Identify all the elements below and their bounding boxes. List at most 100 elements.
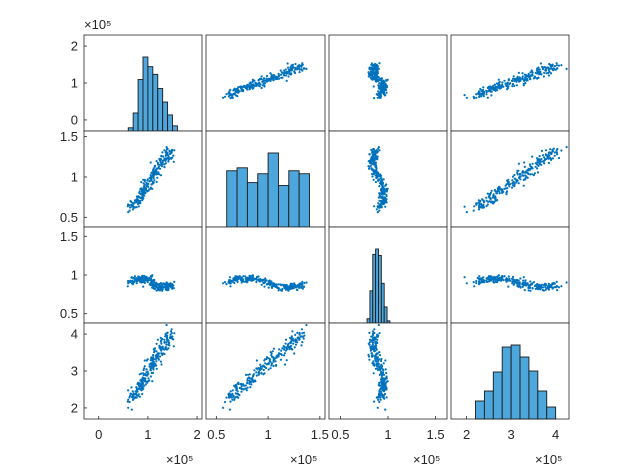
scatter-point <box>141 392 144 396</box>
scatter-point <box>155 367 158 370</box>
scatter-point <box>149 362 152 365</box>
scatter-point <box>270 355 274 358</box>
scatter-point <box>171 148 174 151</box>
scatter-point <box>278 287 281 290</box>
scatter-point <box>377 146 380 149</box>
scatter-point <box>506 187 509 190</box>
scatter-point <box>378 209 381 212</box>
scatter-point <box>379 392 382 395</box>
scatter-point <box>485 196 488 199</box>
scatter-point <box>270 362 273 365</box>
scatter-point <box>274 360 277 363</box>
panel-v2-vs-v1 <box>83 130 203 228</box>
scatter-point <box>169 150 172 153</box>
scatter-point <box>374 66 377 69</box>
scatter-point <box>167 347 170 350</box>
scatter-point <box>384 368 387 371</box>
scatter-point <box>373 97 376 100</box>
scatter-point <box>261 84 264 87</box>
x-exponent-label-col4: ×10⁵ <box>535 452 562 467</box>
scatter-point <box>371 335 374 338</box>
scatter-point <box>154 358 157 361</box>
scatter-point <box>374 154 377 157</box>
scatter-point <box>376 406 379 409</box>
panel-frame <box>205 322 326 420</box>
scatter-point <box>159 340 162 343</box>
scatter-point <box>489 275 492 278</box>
scatter-point <box>548 71 551 74</box>
scatter-point <box>138 384 141 387</box>
scatter-point <box>137 205 140 208</box>
scatter-point <box>130 392 133 395</box>
scatter-point <box>378 82 381 85</box>
scatter-point <box>127 406 130 409</box>
scatter-point <box>521 77 524 80</box>
scatter-point <box>270 352 273 355</box>
scatter-point <box>257 79 260 82</box>
scatter-point <box>513 282 516 285</box>
scatter-point <box>146 374 149 377</box>
scatter-point <box>378 354 382 357</box>
scatter-point <box>372 147 375 151</box>
scatter-point <box>231 96 234 99</box>
scatter-point <box>267 77 270 80</box>
scatter-point <box>154 283 157 286</box>
scatter-point <box>382 196 385 199</box>
scatter-point <box>503 275 506 278</box>
scatter-point <box>375 362 378 365</box>
scatter-point <box>378 192 381 195</box>
scatter-point <box>540 73 543 76</box>
scatter-point <box>235 384 238 387</box>
scatter-point <box>229 390 232 393</box>
scatter-point <box>507 181 510 184</box>
scatter-point <box>231 389 234 392</box>
scatter-point <box>168 158 171 161</box>
scatter-point <box>246 381 249 384</box>
scatter-point <box>161 347 164 350</box>
scatter-point <box>379 175 382 178</box>
scatter-point <box>375 352 378 355</box>
scatter-point <box>244 373 248 376</box>
scatter-point <box>160 154 163 158</box>
scatter-point <box>161 284 164 287</box>
scatter-point <box>539 70 542 73</box>
hist-bar <box>519 356 530 420</box>
scatter-point <box>511 77 515 80</box>
hist-bar <box>127 127 134 132</box>
scatter-point <box>374 161 377 164</box>
scatter-point <box>170 331 173 335</box>
scatter-point <box>378 96 381 99</box>
scatter-point <box>167 284 170 287</box>
scatter-point <box>510 186 514 189</box>
scatter-point <box>529 286 532 289</box>
scatter-point <box>242 275 245 278</box>
scatter-point <box>251 278 254 281</box>
scatter-point <box>255 276 258 279</box>
scatter-point <box>532 77 536 80</box>
scatter-point <box>229 393 232 396</box>
scatter-point <box>284 68 287 71</box>
scatter-point <box>381 87 384 91</box>
scatter-point <box>511 278 514 281</box>
scatter-point <box>370 167 373 170</box>
scatter-point <box>143 185 146 188</box>
scatter-point <box>529 168 532 171</box>
scatter-point <box>367 72 371 75</box>
scatter-point <box>233 281 236 285</box>
scatter-point <box>560 285 563 288</box>
scatter-point <box>375 357 379 360</box>
scatter-point <box>521 75 524 78</box>
scatter-point <box>531 70 534 73</box>
scatter-point <box>255 371 258 374</box>
scatter-point <box>152 181 155 184</box>
scatter-point <box>265 77 268 80</box>
scatter-point <box>488 193 491 196</box>
scatter-point <box>482 88 485 91</box>
scatter-point <box>229 285 232 288</box>
scatter-point <box>367 167 371 170</box>
scatter-point <box>135 206 138 209</box>
scatter-point <box>543 71 546 74</box>
scatter-point <box>141 277 144 280</box>
scatter-point <box>560 64 563 67</box>
scatter-point <box>370 340 373 343</box>
